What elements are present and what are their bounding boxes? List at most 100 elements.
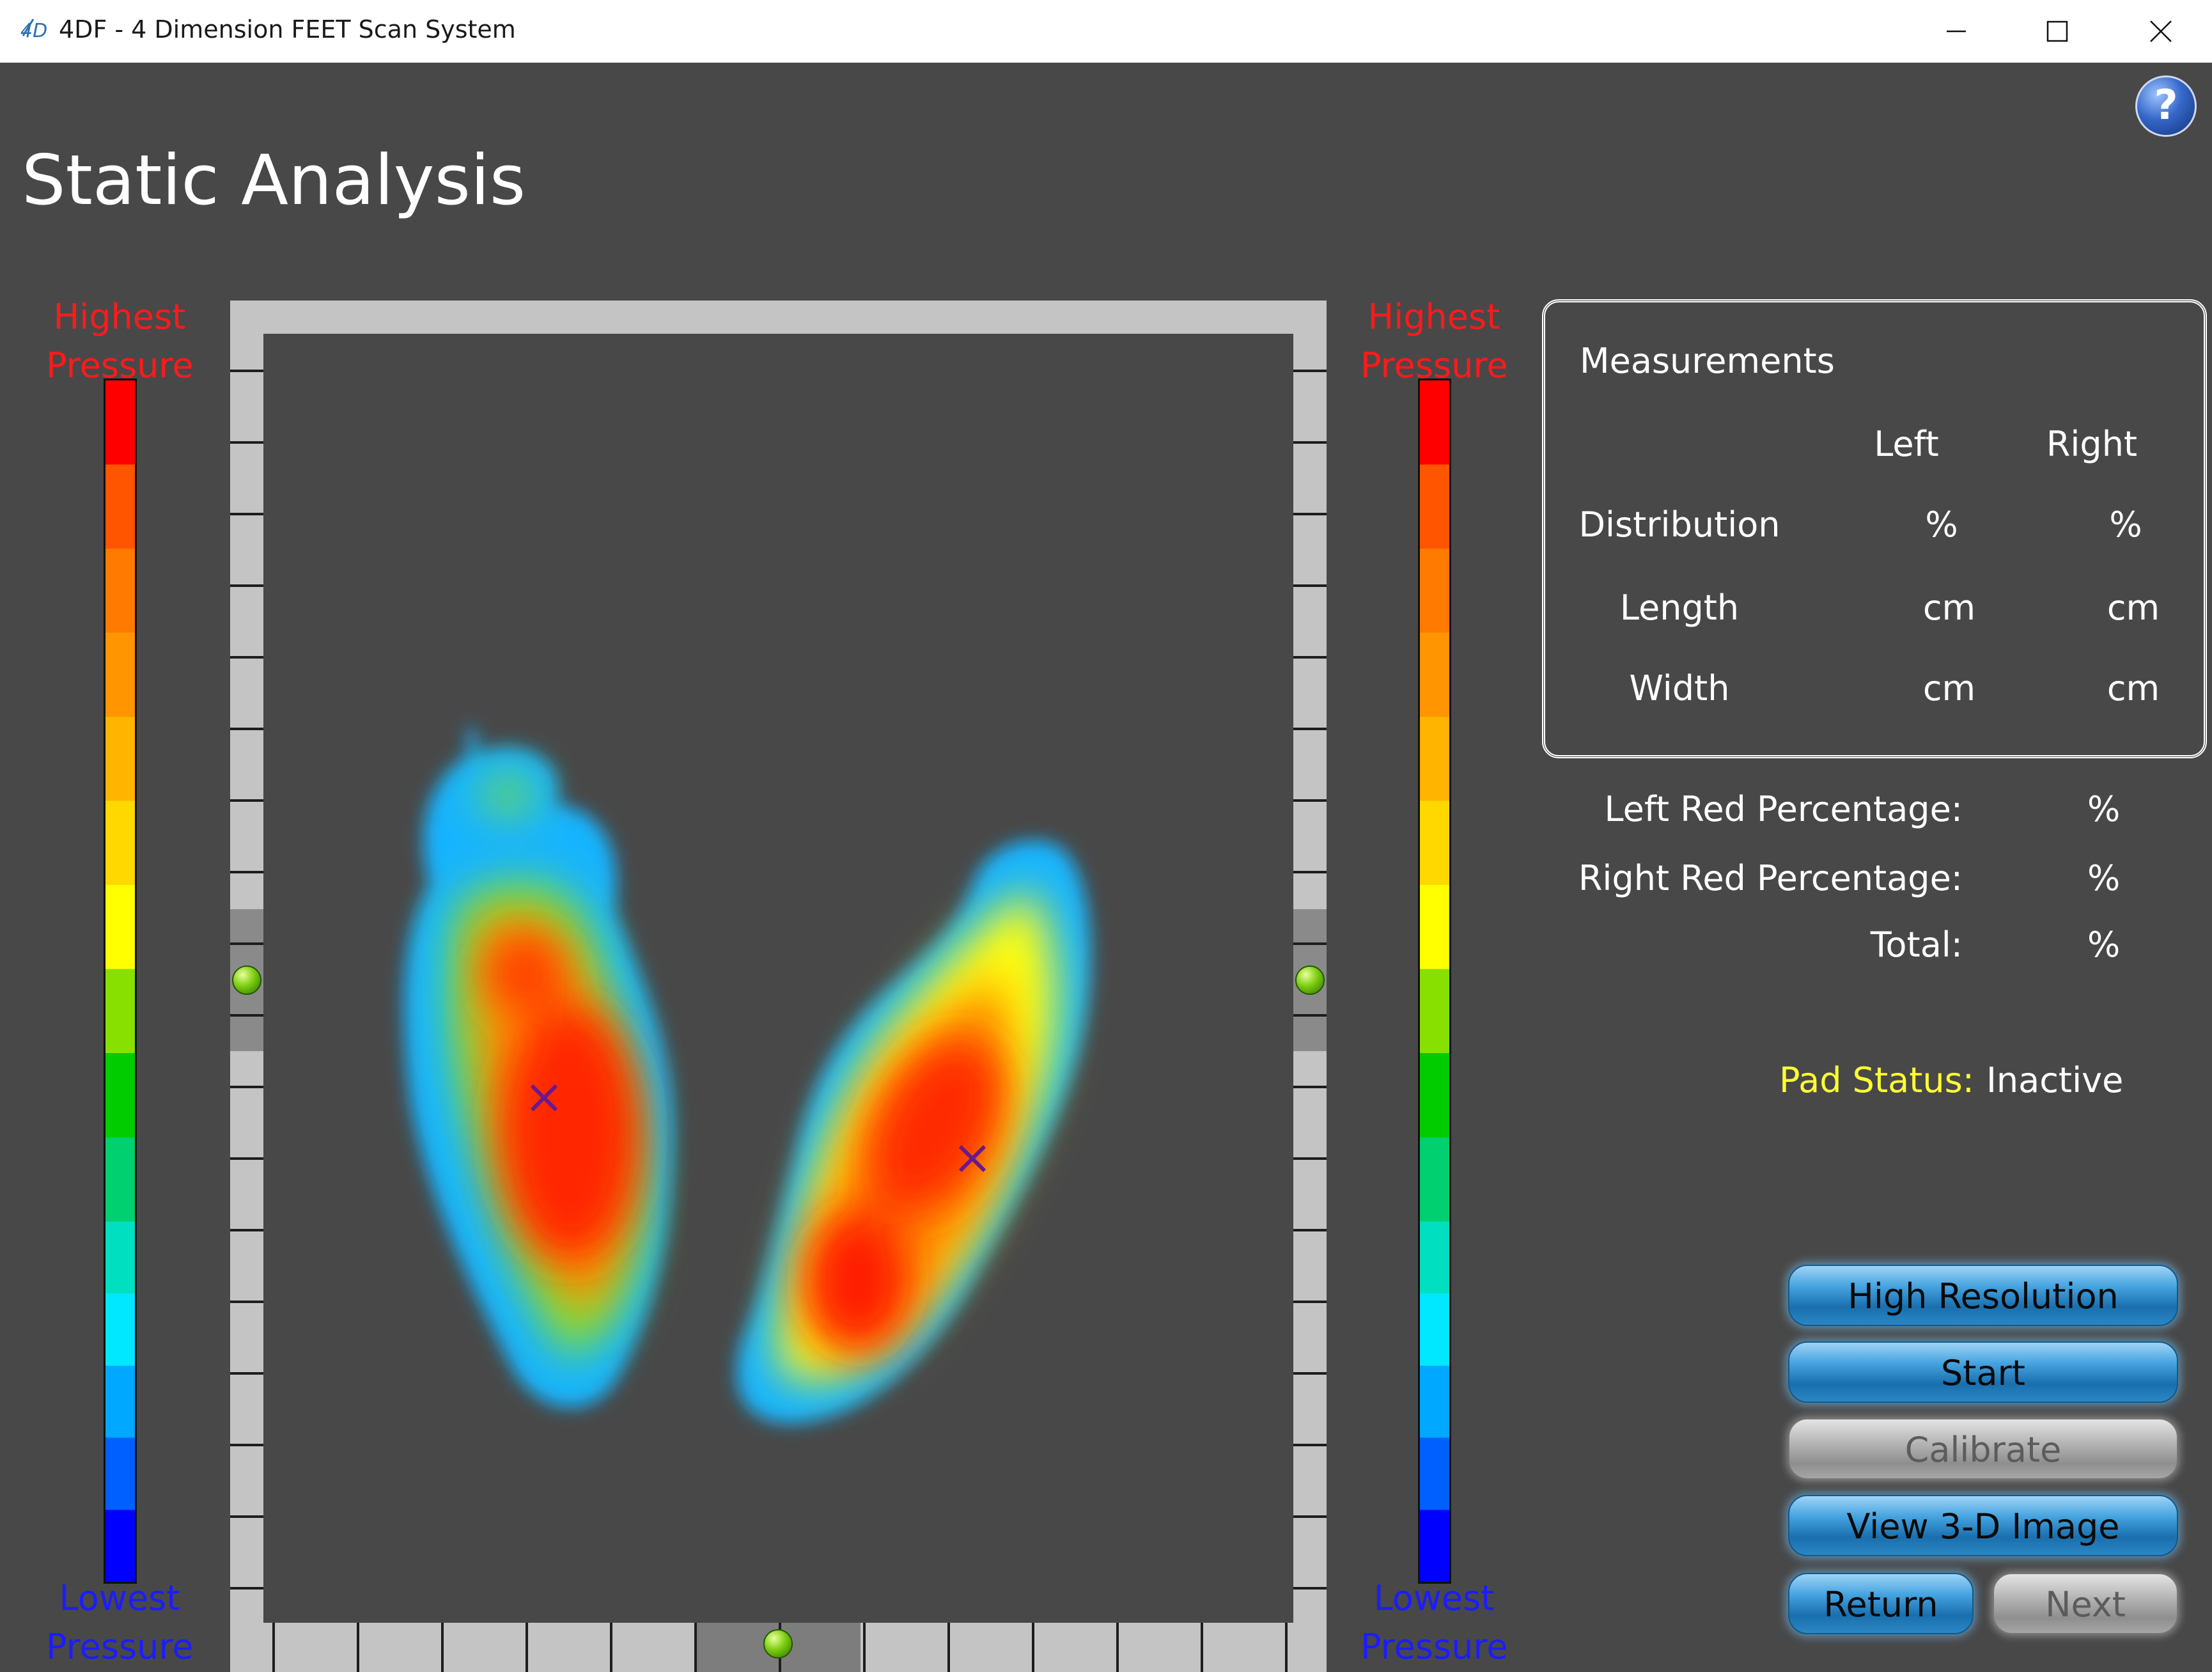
rail-tick (1293, 1372, 1327, 1375)
column-right-header: Right (2046, 424, 2138, 464)
length-right-value: cm (2107, 588, 2160, 628)
rail-tick (230, 728, 263, 730)
maximize-icon (2046, 20, 2068, 42)
right-pressure-center-marker (958, 1145, 986, 1173)
rail-tick (1293, 1515, 1327, 1518)
left-red-percentage-value: % (2087, 789, 2121, 829)
rail-tick (1293, 1587, 1327, 1590)
rail-tick (357, 1623, 359, 1672)
length-left-value: cm (1922, 588, 1976, 628)
width-label: Width (1629, 668, 1730, 708)
width-left-value: cm (1922, 668, 1976, 708)
rail-tick (863, 1623, 866, 1672)
rail-tick (526, 1623, 528, 1672)
rail-tick (230, 441, 263, 444)
svg-text:4D: 4D (20, 20, 47, 42)
rail-tick (1293, 656, 1327, 659)
bottom-position-handle[interactable] (763, 1629, 793, 1659)
measurements-title: Measurements (1580, 341, 1835, 381)
minimize-icon (1947, 30, 1966, 33)
pad-status-value: Inactive (1986, 1060, 2124, 1100)
rail-tick (947, 1623, 950, 1672)
high-resolution-button[interactable]: High Resolution (Slower) (1788, 1265, 2178, 1378)
rail-tick (230, 1014, 263, 1017)
help-question-icon: ? (2154, 82, 2178, 129)
view-3d-image-button[interactable]: View 3-D Image (1788, 1495, 2178, 1556)
next-button[interactable]: Next (1993, 1573, 2178, 1634)
right-red-percentage-value: % (2087, 858, 2121, 898)
return-button[interactable]: Return (1788, 1573, 1974, 1634)
rail-tick (1293, 871, 1327, 873)
rail-tick (230, 1444, 263, 1446)
rail-tick (230, 1157, 263, 1160)
calibrate-button[interactable]: Calibrate (1788, 1418, 2178, 1480)
total-value: % (2087, 925, 2121, 965)
close-icon (2150, 20, 2172, 42)
scale-lowest-label: Lowest Pressure (46, 1578, 194, 1667)
help-button[interactable]: ? (2135, 75, 2197, 137)
rail-tick (1293, 1014, 1327, 1017)
rail-tick (1293, 942, 1327, 945)
measurements-panel: Measurements Left Right Distribution % %… (1542, 299, 2207, 758)
rail-tick (1293, 1086, 1327, 1088)
rail-tick (1285, 1623, 1288, 1672)
maximize-button[interactable] (2009, 0, 2105, 63)
distribution-label: Distribution (1578, 504, 1780, 545)
left-pressure-center-marker (530, 1084, 558, 1112)
right-position-handle[interactable] (1295, 965, 1325, 995)
right-foot (736, 840, 1091, 1423)
start-button[interactable]: Start (1788, 1341, 2178, 1403)
rail-tick (1293, 728, 1327, 730)
rail-tick (230, 1229, 263, 1231)
scale-lowest-label: Lowest Pressure (1360, 1578, 1508, 1667)
rail-tick (1293, 441, 1327, 444)
right-red-percentage-label: Right Red Percentage: (1578, 858, 1963, 898)
scale-highest-label: Highest Pressure (1360, 297, 1508, 386)
rail-tick (1032, 1623, 1034, 1672)
pressure-pad (230, 301, 1327, 1672)
scale-highest-label: Highest Pressure (46, 297, 194, 386)
left-position-handle[interactable] (232, 965, 261, 995)
pad-status-label: Pad Status: (1779, 1060, 1974, 1100)
rail-tick (230, 1372, 263, 1375)
rail-tick (272, 1623, 275, 1672)
pressure-color-bar (1418, 379, 1451, 1584)
pressure-map (403, 724, 1091, 1423)
rail-tick (1293, 1301, 1327, 1303)
page-title: Static Analysis (22, 141, 526, 221)
total-label: Total: (1870, 925, 1963, 965)
distribution-left-value: % (1925, 504, 1958, 545)
app-logo-icon: 4D (20, 19, 47, 42)
rail-tick (230, 1515, 263, 1518)
rail-tick (1293, 799, 1327, 802)
rail-tick (230, 1301, 263, 1303)
rail-tick (230, 656, 263, 659)
rail-tick (1293, 1229, 1327, 1231)
column-left-header: Left (1874, 424, 1939, 464)
rail-tick (1293, 1157, 1327, 1160)
rail-tick (230, 513, 263, 515)
rail-tick (1293, 513, 1327, 515)
distribution-right-value: % (2109, 504, 2142, 545)
left-red-percentage-label: Left Red Percentage: (1604, 789, 1963, 829)
rail-tick (1293, 1444, 1327, 1446)
close-button[interactable] (2113, 0, 2209, 63)
rail-tick (230, 1086, 263, 1088)
rail-tick (230, 942, 263, 945)
rail-tick (230, 584, 263, 587)
length-label: Length (1619, 588, 1740, 628)
width-right-value: cm (2107, 668, 2160, 708)
rail-tick (1293, 584, 1327, 587)
rail-tick (230, 871, 263, 873)
rail-tick (1201, 1623, 1203, 1672)
pad-top-rail (230, 301, 1327, 334)
window-titlebar: 4D 4DF - 4 Dimension FEET Scan System (0, 0, 2212, 63)
rail-tick (1116, 1623, 1119, 1672)
left-foot (403, 724, 673, 1408)
rail-tick (230, 1587, 263, 1590)
pressure-color-bar (104, 379, 137, 1584)
minimize-button[interactable] (1908, 0, 2004, 63)
rail-tick (230, 370, 263, 372)
rail-tick (1293, 370, 1327, 372)
rail-tick (610, 1623, 612, 1672)
